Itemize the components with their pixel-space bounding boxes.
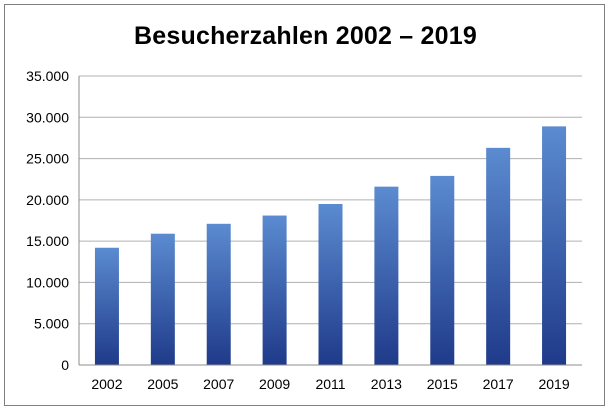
x-tick-label: 2011 (315, 376, 345, 392)
bar-2011 (318, 203, 343, 365)
x-tick-label: 2015 (427, 376, 458, 392)
bar-2005 (150, 233, 175, 365)
bar-2017 (486, 147, 511, 365)
bar-2007 (206, 223, 231, 365)
x-tick-label: 2013 (371, 376, 402, 392)
bar-2002 (94, 247, 119, 365)
bar-2009 (262, 215, 287, 365)
y-tick-label: 0 (61, 357, 69, 373)
x-tick-label: 2007 (203, 376, 234, 392)
bars (94, 126, 567, 366)
x-tick-label: 2005 (147, 376, 178, 392)
y-tick-label: 10.000 (26, 274, 69, 290)
x-tick-labels: 2002 2005 2007 2009 2011 2013 2015 2017 2019 (91, 376, 569, 392)
x-tick-label: 2019 (538, 376, 569, 392)
y-tick-label: 5.000 (34, 316, 69, 332)
y-tick-labels: 0 5.000 10.000 15.000 20.000 25.000 30.000 35.0… (26, 68, 69, 373)
y-tick-label: 35.000 (26, 68, 69, 84)
x-tick-label: 2017 (483, 376, 514, 392)
bar-2019 (542, 126, 567, 366)
bar-2013 (374, 186, 399, 365)
y-tick-label: 30.000 (26, 109, 69, 125)
y-tick-label: 20.000 (26, 192, 69, 208)
x-tick-label: 2009 (259, 376, 290, 392)
bar-2015 (430, 175, 455, 365)
x-tick-label: 2002 (91, 376, 122, 392)
y-tick-label: 15.000 (26, 233, 69, 249)
axes (78, 76, 582, 366)
y-tick-label: 25.000 (26, 151, 69, 167)
chart-title: Besucherzahlen 2002 – 2019 (134, 22, 477, 50)
